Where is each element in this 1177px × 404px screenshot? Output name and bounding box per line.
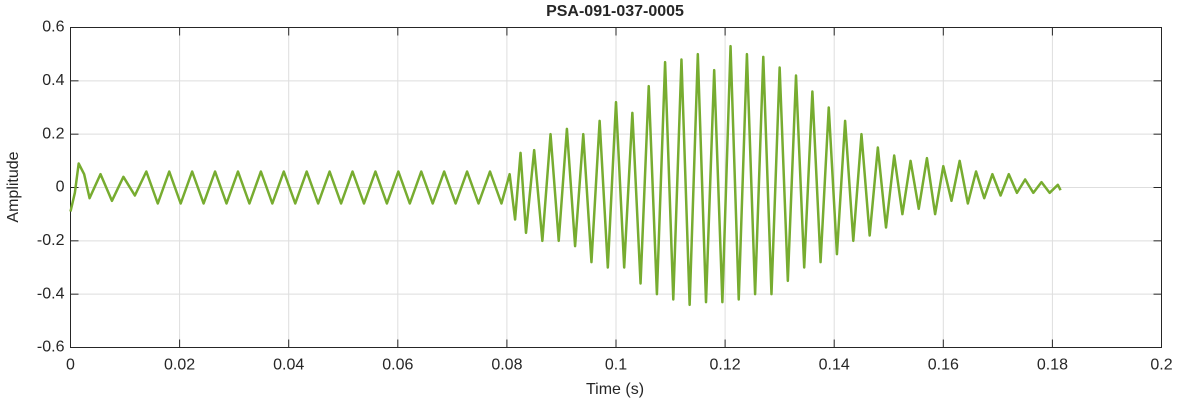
y-tick-label: 0.2 (42, 125, 64, 142)
x-tick-label: 0.02 (164, 357, 195, 374)
x-tick-label: 0.1 (605, 357, 627, 374)
x-tick-label: 0.18 (1037, 357, 1068, 374)
x-tick-label: 0 (66, 357, 75, 374)
x-tick-label: 0.16 (928, 357, 959, 374)
data-line (69, 44, 1062, 307)
y-tick-label: -0.4 (37, 285, 65, 302)
y-tick-label: 0.6 (42, 19, 64, 36)
chart-title: PSA-091-037-0005 (546, 3, 684, 20)
y-tick-label: 0.4 (42, 72, 64, 89)
x-tick-label: 0.2 (1150, 357, 1172, 374)
x-tick-label: 0.12 (710, 357, 741, 374)
y-axis-label: Amplitude (5, 151, 22, 222)
y-tick-label: 0 (56, 179, 65, 196)
x-axis-label: Time (s) (586, 381, 644, 398)
axes-box (70, 27, 1162, 348)
x-tick-label: 0.08 (491, 357, 522, 374)
y-tick-label: -0.2 (37, 232, 65, 249)
x-tick-label: 0.06 (382, 357, 413, 374)
x-tick-label: 0.04 (273, 357, 304, 374)
x-tick-label: 0.14 (819, 357, 850, 374)
y-tick-label: -0.6 (37, 339, 65, 356)
